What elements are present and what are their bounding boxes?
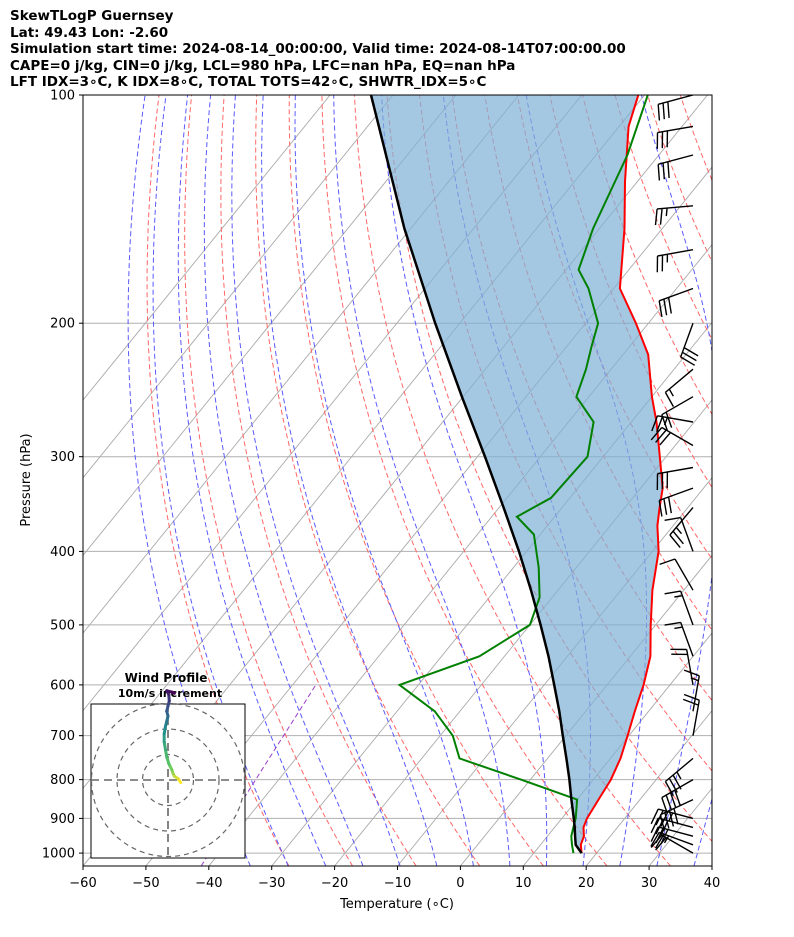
- x-tick-label: 0: [456, 876, 464, 891]
- y-tick-label: 800: [50, 773, 75, 788]
- wind-barb: [658, 487, 694, 517]
- x-tick-label: 30: [641, 876, 658, 891]
- wind-barb: [661, 396, 694, 431]
- isotherm-line: [397, 477, 712, 866]
- inset-subtitle: 10m/s increment: [118, 687, 222, 700]
- x-tick-label: −60: [69, 876, 96, 891]
- wind-barb: [664, 368, 694, 407]
- wind-barb: [664, 621, 694, 657]
- dry-adiabat-line: [582, 95, 712, 416]
- moist-adiabat-line: [152, 95, 289, 866]
- wind-barb: [656, 249, 694, 273]
- hodograph-ring: [90, 702, 246, 858]
- x-axis-label: Temperature (∘C): [339, 897, 454, 912]
- wind-barb: [659, 798, 694, 831]
- wind-barb: [670, 648, 694, 686]
- wind-barb: [659, 558, 694, 591]
- x-tick-label: −40: [195, 876, 222, 891]
- y-axis: 1000 900 800 700 600 500 400 300 200 100: [42, 89, 83, 862]
- isotherm-line: [83, 95, 457, 557]
- y-tick-label: 700: [50, 729, 75, 744]
- y-tick-label: 400: [50, 545, 75, 560]
- dry-adiabat-line: [220, 95, 417, 866]
- y-tick-label: 600: [50, 678, 75, 693]
- wind-barb: [650, 826, 694, 845]
- y-tick-label: 900: [50, 812, 75, 827]
- cin-fill-area: [371, 95, 663, 854]
- profile-lines: [369, 95, 664, 854]
- x-tick-label: 40: [704, 876, 721, 891]
- wind-profile-inset: Wind Profile 10m/s increment: [90, 671, 246, 859]
- x-tick-label: 10: [515, 876, 532, 891]
- dry-adiabat-line: [146, 95, 290, 866]
- wind-barb: [680, 322, 699, 366]
- y-tick-label: 1000: [42, 847, 75, 862]
- wind-barb: [654, 205, 694, 226]
- x-tick-label: −10: [384, 876, 411, 891]
- chart-header: SkewTLogP Guernsey Lat: 49.43 Lon: -2.60…: [10, 8, 626, 91]
- wind-barb: [650, 426, 694, 447]
- wind-barb: [658, 287, 694, 318]
- wind-barb: [650, 817, 694, 836]
- location-line: Lat: 49.43 Lon: -2.60: [10, 24, 169, 41]
- moist-adiabat-line: [231, 95, 401, 866]
- inset-hodograph: [90, 689, 246, 858]
- cape-line: CAPE=0 j/kg, CIN=0 j/kg, LCL=980 hPa, LF…: [10, 57, 516, 74]
- wind-barbs: [650, 95, 700, 854]
- isotherm-line: [585, 709, 712, 866]
- y-tick-label: 500: [50, 618, 75, 633]
- wind-barb: [669, 507, 694, 549]
- dry-adiabat-line: [184, 95, 353, 866]
- wind-barb: [657, 154, 694, 181]
- y-tick-label: 100: [50, 89, 75, 104]
- wind-barb: [656, 125, 694, 149]
- moist-adiabat-line: [333, 95, 511, 866]
- dry-adiabat-line: [288, 95, 544, 866]
- isotherm-line: [711, 865, 712, 866]
- hodograph-segment: [170, 690, 176, 695]
- isotherm-line: [83, 95, 394, 479]
- parcel-profile-line: [369, 95, 583, 854]
- wind-barb: [664, 757, 694, 797]
- y-tick-label: 300: [50, 450, 75, 465]
- y-axis-label: Pressure (hPa): [19, 433, 34, 526]
- wind-barb: [651, 415, 694, 433]
- moist-adiabat-line: [177, 95, 327, 866]
- wind-barb: [682, 693, 700, 736]
- moist-adiabat-line: [640, 95, 712, 866]
- wind-barb: [657, 95, 694, 121]
- x-tick-label: −50: [132, 876, 159, 891]
- y-tick-label: 200: [50, 317, 75, 332]
- dry-adiabat-line: [255, 95, 481, 866]
- chart-title: SkewTLogP Guernsey: [10, 8, 174, 24]
- wind-barb: [656, 466, 694, 491]
- hodograph-ring: [141, 753, 195, 807]
- wind-barb: [664, 516, 694, 552]
- wind-barb: [664, 590, 694, 626]
- x-tick-label: 20: [578, 876, 595, 891]
- hodograph-ring: [116, 728, 220, 832]
- dewpoint-line: [397, 95, 649, 854]
- temperature-line: [579, 95, 664, 854]
- cin-shading: [371, 95, 663, 854]
- time-line: Simulation start time: 2024-08-14_00:00:…: [10, 41, 626, 57]
- x-tick-label: −30: [258, 876, 285, 891]
- moist-adiabat-line: [203, 95, 364, 866]
- moist-adiabat-line: [261, 95, 438, 866]
- isotherm-line: [83, 95, 331, 401]
- isotherm-line: [145, 166, 712, 866]
- x-axis: −60 −50 −40 −30 −20 −10 0 10 20 30 40: [69, 866, 720, 891]
- dry-adiabat-line: [321, 95, 608, 866]
- x-tick-label: −20: [321, 876, 348, 891]
- indices-line: LFT IDX=3∘C, K IDX=8∘C, TOTAL TOTS=42∘C,…: [10, 74, 487, 90]
- moist-adiabat-line: [294, 95, 474, 866]
- wind-barb: [650, 831, 694, 849]
- wind-barb: [661, 778, 694, 814]
- inset-title: Wind Profile: [125, 671, 208, 685]
